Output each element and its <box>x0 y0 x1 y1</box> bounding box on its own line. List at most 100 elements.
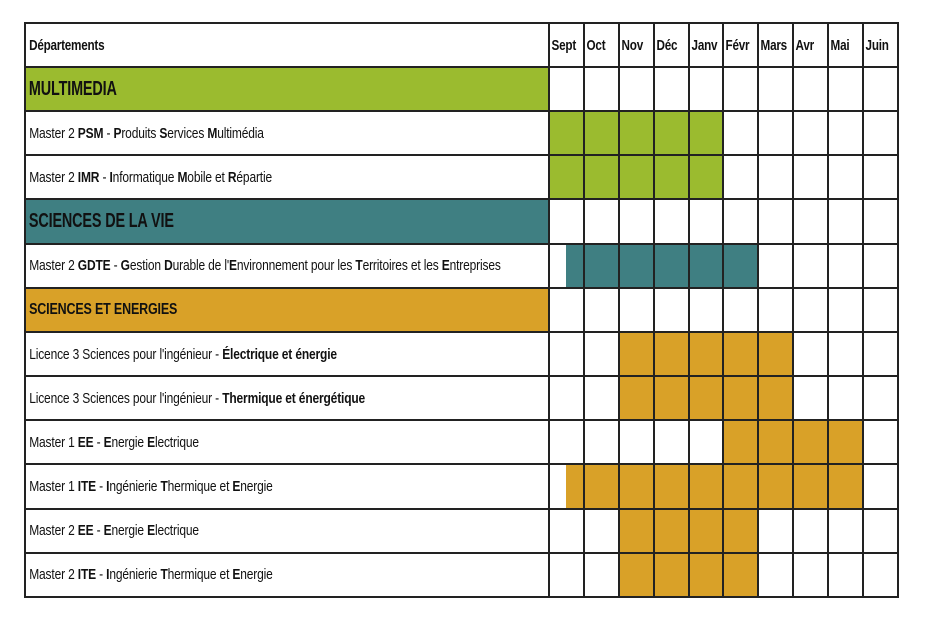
month-cell-mars <box>757 330 795 378</box>
month-cell-nov <box>617 419 655 466</box>
label-part: ultimédia <box>217 124 264 142</box>
month-cell-déc <box>652 286 690 333</box>
month-cell-juin <box>862 65 899 113</box>
month-cell-nov <box>617 154 655 201</box>
month-cell-sept <box>548 286 585 333</box>
partial-fill <box>566 245 582 286</box>
month-cell-avr <box>792 551 830 599</box>
label-part: lectrique <box>154 522 199 540</box>
month-cell-mars <box>757 463 795 510</box>
label-bold-part: ITE <box>77 477 96 495</box>
label-bold-part: P <box>113 124 122 142</box>
month-cell-janv <box>687 65 725 113</box>
month-cell-févr <box>722 286 760 333</box>
month-cell-sept <box>548 551 585 599</box>
month-cell-févr <box>722 154 760 201</box>
label-bold-part: E <box>147 433 155 451</box>
month-cell-avr <box>792 154 830 201</box>
label-part: nergie <box>111 522 148 540</box>
program-label: Master 2 PSM - Produits Services Multimé… <box>24 110 550 157</box>
month-cell-sept <box>548 375 585 422</box>
program-row: Master 1 ITE - Ingénierie Thermique et E… <box>24 463 899 510</box>
label-part: Master 2 <box>29 566 78 584</box>
month-cell-janv <box>687 286 725 333</box>
department-row: MULTIMEDIA <box>24 65 899 113</box>
label-part: - <box>99 168 110 186</box>
month-cell-juin <box>862 110 899 157</box>
label-text: Master 1 ITE - Ingénierie Thermique et E… <box>27 477 273 495</box>
label-bold-part: EE <box>77 433 94 451</box>
month-cell-mars <box>757 286 795 333</box>
label-part: lectrique <box>154 433 199 451</box>
program-label: Master 2 EE - Energie Electrique <box>24 507 550 554</box>
month-cell-juin <box>862 154 899 201</box>
month-cell-mars <box>757 507 795 554</box>
month-cell-mai <box>827 463 865 510</box>
month-cell-déc <box>652 110 690 157</box>
header-month: Févr <box>722 22 760 68</box>
month-cell-oct <box>582 110 620 157</box>
month-cell-avr <box>792 507 830 554</box>
label-part: Master 1 <box>29 433 78 451</box>
month-cell-juin <box>862 507 899 554</box>
month-cell-nov <box>617 330 655 378</box>
label-bold-part: E <box>103 522 112 540</box>
month-cell-mai <box>827 110 865 157</box>
label-part: nformatique <box>112 168 178 186</box>
month-cell-nov <box>617 286 655 333</box>
label-text: SCIENCES ET ENERGIES <box>27 301 177 319</box>
header-month: Mai <box>827 22 865 68</box>
month-cell-sept <box>548 154 585 201</box>
label-part: ervices <box>167 124 208 142</box>
program-row: Master 1 EE - Energie Electrique <box>24 419 899 466</box>
department-label: SCIENCES DE LA VIE <box>24 198 550 245</box>
header-month: Juin <box>862 22 899 68</box>
label-text: Licence 3 Sciences pour l'ingénieur - Th… <box>27 390 365 407</box>
header-departements: Départements <box>24 22 550 68</box>
month-cell-janv <box>687 551 725 599</box>
month-cell-janv <box>687 507 725 554</box>
month-cell-déc <box>652 419 690 466</box>
month-cell-déc <box>652 463 690 510</box>
label-part: ngénierie <box>109 566 161 584</box>
label-part: épartie <box>236 168 272 186</box>
label-part: hermique et <box>167 477 233 495</box>
month-cell-déc <box>652 65 690 113</box>
label-part: - <box>103 124 114 142</box>
month-cell-déc <box>652 375 690 422</box>
month-cell-avr <box>792 286 830 333</box>
label-text: Master 2 ITE - Ingénierie Thermique et E… <box>27 566 273 584</box>
label-bold-part: Électrique et énergie <box>222 345 337 363</box>
month-cell-févr <box>722 198 760 245</box>
program-row: Master 2 IMR - Informatique Mobile et Ré… <box>24 154 899 201</box>
department-row: SCIENCES ET ENERGIES <box>24 286 899 333</box>
label-bold-part: T <box>160 477 168 495</box>
month-cell-oct <box>582 330 620 378</box>
program-label: Master 2 ITE - Ingénierie Thermique et E… <box>24 551 550 599</box>
label-bold-part: SCIENCES DE LA VIE <box>28 210 174 233</box>
month-cell-mars <box>757 551 795 599</box>
month-cell-avr <box>792 242 830 289</box>
label-bold-part: GDTE <box>77 257 111 275</box>
program-label: Master 2 GDTE - Gestion Durable de l'Env… <box>24 242 550 289</box>
label-bold-part: S <box>159 124 168 142</box>
header-month: Oct <box>582 22 620 68</box>
program-label: Master 2 IMR - Informatique Mobile et Ré… <box>24 154 550 201</box>
label-text: Master 2 PSM - Produits Services Multimé… <box>27 124 264 142</box>
month-cell-févr <box>722 330 760 378</box>
month-cell-mars <box>757 242 795 289</box>
label-bold-part: E <box>441 257 450 275</box>
month-cell-avr <box>792 330 830 378</box>
label-part: ngénierie <box>109 477 161 495</box>
month-cell-déc <box>652 507 690 554</box>
month-cell-juin <box>862 198 899 245</box>
month-cell-juin <box>862 419 899 466</box>
header-month: Sept <box>548 22 585 68</box>
label-part: - <box>95 477 107 495</box>
label-text: Master 2 GDTE - Gestion Durable de l'Env… <box>27 257 501 275</box>
month-cell-mars <box>757 110 795 157</box>
month-cell-oct <box>582 65 620 113</box>
month-cell-janv <box>687 330 725 378</box>
month-cell-oct <box>582 551 620 599</box>
label-part: Master 2 <box>29 257 78 275</box>
